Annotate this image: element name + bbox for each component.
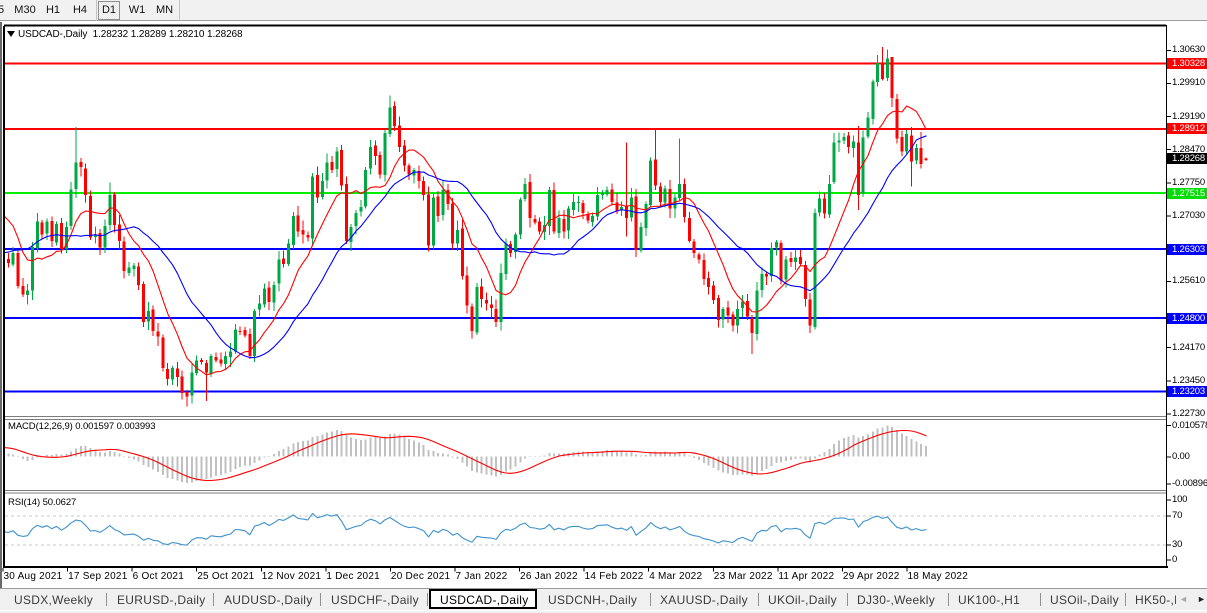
price-level-badge: 1.28912: [1167, 123, 1207, 135]
chart-tab-usdcnh[interactable]: USDCNH-,Daily: [548, 593, 638, 607]
active-tab-frame: [429, 589, 537, 609]
tab-separator: [426, 593, 428, 606]
rsi-axis-label: 30: [1172, 538, 1183, 550]
chart-tab-xauusd[interactable]: XAUUSD-,Daily: [660, 593, 748, 607]
chart-title-ohlc: 1.28232 1.28289 1.28210 1.28268: [87, 29, 243, 40]
timeframe-button-w1[interactable]: W1: [128, 4, 146, 16]
price-tick-label: 1.22730: [1172, 407, 1205, 419]
date-tick-label: 14 Feb 2022: [584, 571, 644, 582]
tab-separator: [847, 593, 849, 606]
date-tick-label: 20 Dec 2021: [390, 571, 451, 582]
tab-separator: [320, 593, 321, 606]
price-tick-label: 1.29190: [1172, 110, 1205, 122]
tab-separator: [758, 593, 760, 606]
chart-tab-ukoil[interactable]: UKOil-,Daily: [768, 593, 837, 607]
chart-tab-usdcad[interactable]: USDCAD-,Daily: [440, 593, 529, 607]
date-tick-label: 17 Sep 2021: [68, 571, 128, 582]
date-tick-label: 7 Jan 2022: [455, 571, 508, 582]
date-tick-label: 26 Jan 2022: [520, 571, 578, 582]
main-price-panel: [5, 47, 1166, 407]
rsi-axis-label: 0: [1172, 554, 1178, 565]
chart-tab-eurusd[interactable]: EURUSD-,Daily: [117, 593, 206, 607]
window-left-edge: [0, 22, 2, 609]
price-level-badge: 1.28268: [1167, 153, 1207, 165]
tab-separator: [105, 593, 107, 606]
tab-separator: [947, 593, 949, 606]
price-tick-label: 1.23450: [1172, 374, 1205, 386]
price-level-badge: 1.30328: [1167, 58, 1207, 70]
timeframe-button-h1[interactable]: H1: [45, 4, 61, 16]
macd-indicator-label: MACD(12,26,9) 0.001597 0.003993: [8, 421, 156, 432]
timeframe-button-d1[interactable]: D1: [98, 1, 120, 20]
rsi-panel: [5, 512, 1166, 546]
price-tick-label: 1.27750: [1172, 176, 1205, 188]
rsi-axis-label: 100: [1172, 494, 1188, 505]
chart-collapse-icon[interactable]: [7, 31, 15, 37]
tab-separator: [212, 593, 214, 606]
chart-tab-uk100[interactable]: UK100-,H1: [958, 593, 1021, 607]
status-bar-sliver: [0, 610, 1207, 613]
rsi-axis-label: 70: [1172, 510, 1183, 522]
price-tick-label: 1.27030: [1172, 210, 1205, 222]
date-tick-label: 4 Mar 2022: [649, 571, 703, 582]
date-tick-label: 25 Oct 2021: [197, 571, 255, 582]
price-tick-label: 1.24170: [1172, 341, 1205, 353]
date-tick-label: 29 Apr 2022: [842, 571, 900, 582]
price-level-badge: 1.23203: [1167, 386, 1207, 398]
tab-separator: [1125, 593, 1127, 606]
chart-tab-audusd[interactable]: AUDUSD-,Daily: [224, 593, 313, 607]
price-tick-label: 1.28470: [1172, 143, 1205, 155]
date-tick-label: 23 Mar 2022: [713, 571, 773, 582]
rsi-indicator-label: RSI(14) 50.0627: [8, 496, 77, 508]
date-tick-label: 11 Apr 2022: [778, 571, 835, 582]
timeframe-button-mn[interactable]: MN: [155, 4, 174, 16]
date-tick-label: 1 Dec 2021: [326, 571, 380, 582]
price-level-badge: 1.24800: [1167, 312, 1207, 324]
date-tick-label: 30 Aug 2021: [3, 571, 63, 582]
chart-tab-usdx[interactable]: USDX,Weekly: [14, 593, 94, 607]
price-tick-label: 1.25610: [1172, 275, 1205, 287]
tab-separator: [1040, 593, 1041, 606]
price-tick-label: 1.30630: [1172, 44, 1205, 56]
price-tick-label: 1.29910: [1172, 77, 1205, 89]
chart-tab-dj30[interactable]: DJ30-,Weekly: [857, 593, 936, 607]
price-level-badge: 1.26303: [1167, 243, 1207, 255]
timeframe-button-5[interactable]: 5: [0, 4, 5, 16]
tab-separator: [650, 593, 652, 606]
timeframe-button-h4[interactable]: H4: [72, 4, 88, 16]
macd-axis-label: 0.010578: [1172, 419, 1207, 431]
date-tick-label: 6 Oct 2021: [132, 571, 185, 582]
price-level-badge: 1.27515: [1167, 187, 1207, 199]
chart-tab-hk50[interactable]: HK50-,H1: [1135, 593, 1176, 607]
chart-tab-usoil[interactable]: USOil-,Daily: [1050, 593, 1119, 607]
macd-axis-label: -0.00896: [1172, 477, 1207, 489]
tab-scroll-right-button[interactable]: ►: [1197, 594, 1206, 604]
timeframe-button-m30[interactable]: M30: [14, 4, 36, 16]
macd-axis-label: 0.00: [1172, 451, 1190, 463]
macd-panel: [5, 425, 927, 484]
chart-tab-usdchf[interactable]: USDCHF-,Daily: [331, 593, 419, 607]
chart-tab-bar: USDX,Weekly EURUSD-,Daily AUDUSD-,Daily USD…: [0, 588, 1207, 610]
date-tick-label: 12 Nov 2021: [261, 571, 322, 582]
chart-title: USDCAD-,Daily 1.28232 1.28289 1.28210 1.…: [18, 29, 243, 40]
toolbar-separator: [179, 0, 180, 21]
timeframe-toolbar: 5 M30 H1 H4 D1 W1 MN: [0, 0, 1207, 21]
date-tick-label: 18 May 2022: [907, 571, 969, 582]
toolbar-separator: [96, 0, 97, 21]
chart-title-symbol: USDCAD-,Daily: [18, 29, 88, 40]
tab-scroll-left-button[interactable]: ◄: [1179, 594, 1188, 604]
